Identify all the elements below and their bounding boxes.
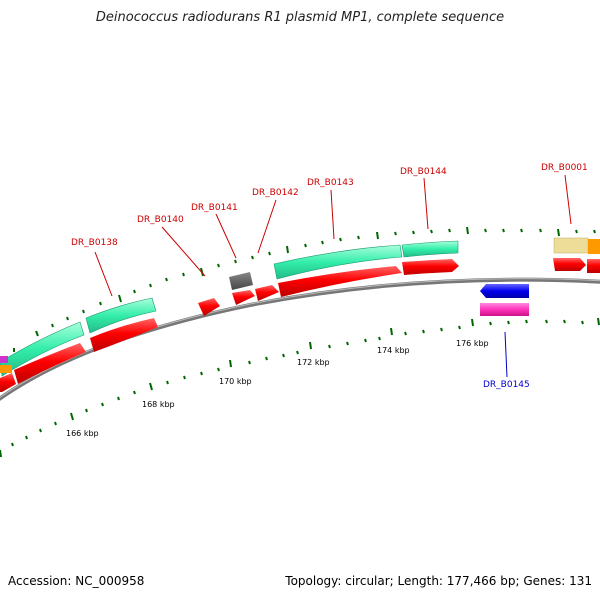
gene-label-dr-b0142: DR_B0142 — [252, 188, 299, 198]
gene-label-dr-b0141: DR_B0141 — [191, 203, 238, 213]
tick-label-176: 176 kbp — [456, 339, 489, 348]
outer-tick-ring — [0, 226, 596, 361]
feature-blue-b0145 — [480, 284, 529, 298]
tick-label-170: 170 kbp — [219, 377, 252, 386]
feature-aqua-b0138 — [85, 297, 157, 334]
tick-label-172: 172 kbp — [297, 358, 330, 367]
cds-red-3 — [198, 298, 220, 316]
cds-red-4 — [232, 290, 255, 305]
gene-label-dr-b0144: DR_B0144 — [400, 167, 447, 177]
cds-red-2 — [90, 318, 158, 352]
tick-label-166: 166 kbp — [66, 429, 99, 438]
map-title: Deinococcus radiodurans R1 plasmid MP1, … — [95, 10, 505, 25]
feature-aqua-b0144 — [401, 240, 459, 258]
cds-red-1 — [14, 343, 86, 384]
cds-red-5 — [255, 285, 279, 301]
cds-red-right — [587, 259, 600, 273]
gene-label-dr-b0140: DR_B0140 — [137, 215, 184, 225]
feature-aqua-left — [0, 321, 85, 377]
accession-text: Accession: NC_000958 — [8, 574, 145, 588]
feature-grey-b0141 — [229, 272, 253, 290]
feature-aqua-b0143 — [273, 244, 403, 280]
tick-label-168: 168 kbp — [142, 400, 175, 409]
feature-orange-b0001 — [588, 239, 600, 254]
inner-tick-ring — [0, 317, 600, 458]
gene-label-dr-b0001: DR_B0001 — [541, 163, 588, 173]
cds-red-b0001 — [553, 258, 586, 271]
cds-left-edge — [0, 373, 16, 392]
feature-orange-edge — [0, 365, 12, 373]
gene-label-dr-b0143: DR_B0143 — [307, 178, 354, 188]
feature-magenta-edge — [0, 356, 8, 363]
topology-summary-text: Topology: circular; Length: 177,466 bp; … — [285, 574, 592, 588]
cds-red-7 — [402, 259, 459, 275]
cds-red-6 — [278, 266, 402, 297]
feature-pink-b0145 — [480, 303, 529, 316]
tick-label-174: 174 kbp — [377, 346, 410, 355]
feature-khaki-b0001 — [553, 237, 589, 254]
gene-label-dr-b0145: DR_B0145 — [483, 380, 530, 390]
gene-label-dr-b0138: DR_B0138 — [71, 238, 118, 248]
gene-leader-lines — [94, 174, 572, 378]
backbone-circle — [0, 277, 600, 401]
